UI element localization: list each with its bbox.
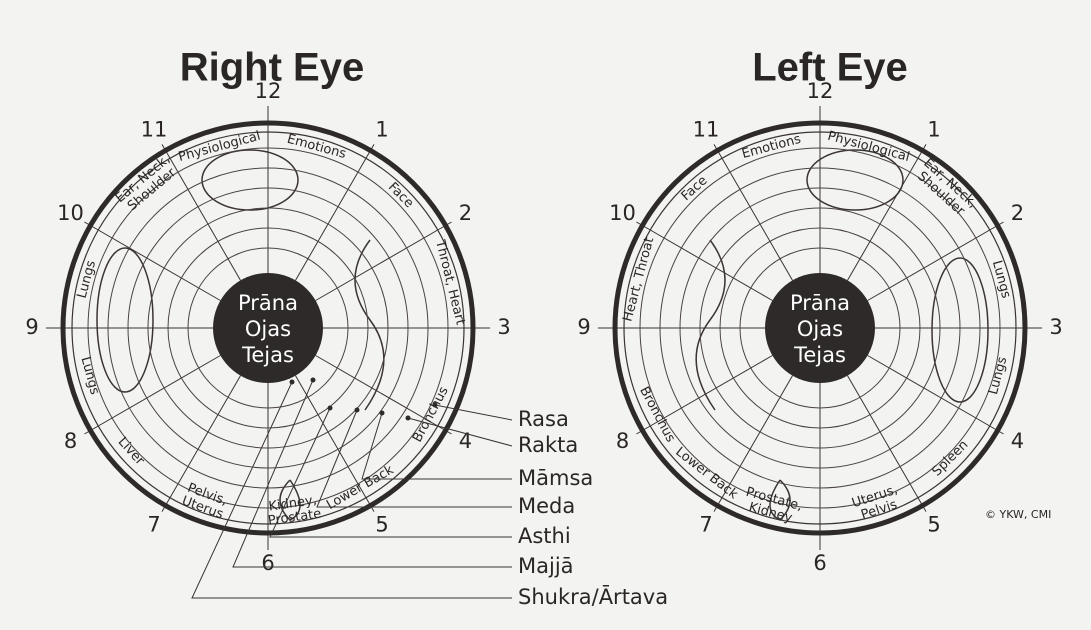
hour-label: 5: [375, 512, 388, 536]
tissue-label: Meda: [518, 494, 575, 518]
hour-label: 12: [807, 79, 834, 103]
tissue-dot: [290, 380, 295, 385]
tissue-dot: [311, 378, 316, 383]
hour-label: 11: [141, 118, 168, 142]
hour-label: 10: [609, 201, 636, 225]
hour-label: 2: [459, 201, 472, 225]
tissue-label: Māmsa: [518, 466, 593, 490]
center-label: Ojas: [797, 317, 843, 341]
tissue-dot: [406, 416, 411, 421]
hour-label: 9: [25, 315, 38, 339]
iridology-diagram: Right Eye121234567891011PrānaOjasTejasPh…: [0, 0, 1091, 630]
tissue-label: Rasa: [518, 407, 569, 431]
tissue-dot: [433, 403, 438, 408]
hour-label: 4: [1011, 429, 1024, 453]
tissue-label: Majjā: [518, 554, 574, 578]
hour-label: 9: [577, 315, 590, 339]
hour-label: 12: [255, 79, 282, 103]
hour-label: 11: [693, 118, 720, 142]
hour-label: 6: [813, 551, 826, 575]
center-label: Prāna: [238, 291, 298, 315]
tissue-dot: [380, 411, 385, 416]
hour-label: 8: [64, 429, 77, 453]
hour-label: 7: [699, 512, 712, 536]
tissue-label: Rakta: [518, 433, 578, 457]
tissue-label: Shukra/Ārtava: [518, 585, 668, 609]
hour-label: 2: [1011, 201, 1024, 225]
hour-label: 6: [261, 551, 274, 575]
copyright: © YKW, CMI: [985, 508, 1051, 521]
hour-label: 3: [1049, 315, 1062, 339]
tissue-dot: [355, 408, 360, 413]
center-label: Ojas: [245, 317, 291, 341]
tissue-label: Asthi: [518, 524, 571, 548]
hour-label: 1: [927, 118, 940, 142]
hour-label: 1: [375, 118, 388, 142]
hour-label: 8: [616, 429, 629, 453]
center-label: Prāna: [790, 291, 850, 315]
hour-label: 5: [927, 512, 940, 536]
page: Right Eye121234567891011PrānaOjasTejasPh…: [0, 0, 1091, 630]
hour-label: 3: [497, 315, 510, 339]
hour-label: 10: [57, 201, 84, 225]
tissue-dot: [328, 406, 333, 411]
center-label: Tejas: [793, 343, 846, 367]
center-label: Tejas: [241, 343, 294, 367]
hour-label: 7: [147, 512, 160, 536]
